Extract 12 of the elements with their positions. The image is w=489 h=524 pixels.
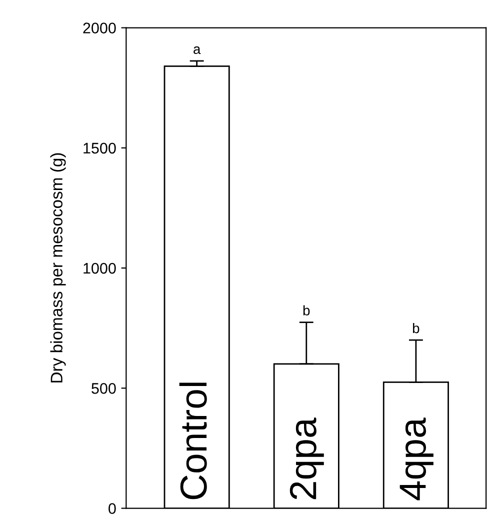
y-tick-label: 1500 (84, 142, 116, 154)
x-tick-label: 2qpa (290, 418, 324, 500)
y-tick-label: 0 (108, 503, 116, 514)
y-axis-title: Dry biomass per mesocosm (g) (50, 153, 66, 382)
annotation: b (303, 305, 310, 316)
annotation: b (412, 322, 420, 334)
y-tick-label: 500 (92, 383, 116, 394)
annotation: a (194, 46, 201, 54)
x-tick-label: Control (179, 382, 207, 500)
x-tick-label: 4qpa (400, 418, 434, 500)
y-tick-label: 1000 (84, 262, 116, 274)
y-tick-label: 2000 (83, 22, 116, 34)
